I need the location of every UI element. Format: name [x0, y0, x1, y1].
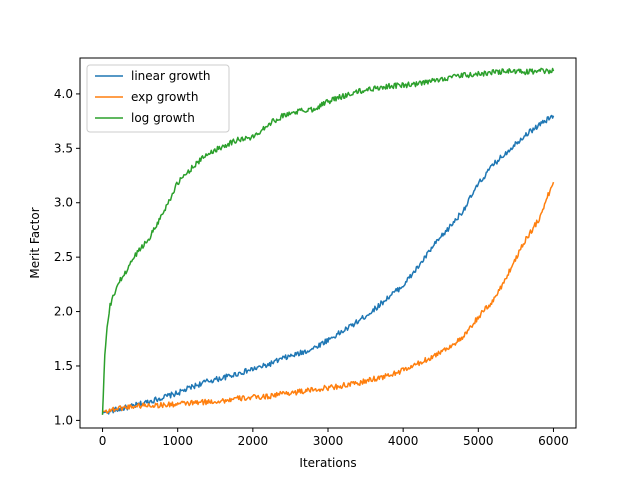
x-axis: 0 1000 2000 3000 4000 5000 6000	[99, 428, 569, 448]
series-line-log-growth	[101, 67, 555, 415]
x-tick-label: 6000	[538, 434, 569, 448]
x-tick-label: 5000	[463, 434, 494, 448]
x-tick-label: 3000	[313, 434, 344, 448]
legend-label: exp growth	[131, 90, 198, 104]
series-layer	[101, 67, 555, 415]
legend-box	[86, 64, 230, 133]
y-tick-label: 3.0	[54, 196, 73, 210]
x-axis-label: Iterations	[299, 456, 356, 470]
y-tick-label: 2.5	[54, 250, 73, 264]
legend-label: log growth	[131, 111, 195, 125]
y-tick-label: 3.5	[54, 141, 73, 155]
y-tick-label: 1.5	[54, 359, 73, 373]
x-tick-label: 2000	[238, 434, 269, 448]
y-axis: 1.0 1.5 2.0 2.5 3.0 3.5 4.0	[54, 87, 80, 427]
legend-label: linear growth	[131, 69, 211, 83]
legend: linear growth exp growth log growth	[86, 64, 230, 133]
y-axis-label: Merit Factor	[28, 207, 42, 278]
x-tick-label: 4000	[388, 434, 419, 448]
x-tick-label: 1000	[162, 434, 193, 448]
series-line-linear-growth	[102, 114, 555, 415]
x-tick-label: 0	[99, 434, 107, 448]
y-tick-label: 2.0	[54, 305, 73, 319]
series-line-exp-growth	[102, 181, 555, 414]
y-tick-label: 1.0	[54, 413, 73, 427]
y-tick-label: 4.0	[54, 87, 73, 101]
